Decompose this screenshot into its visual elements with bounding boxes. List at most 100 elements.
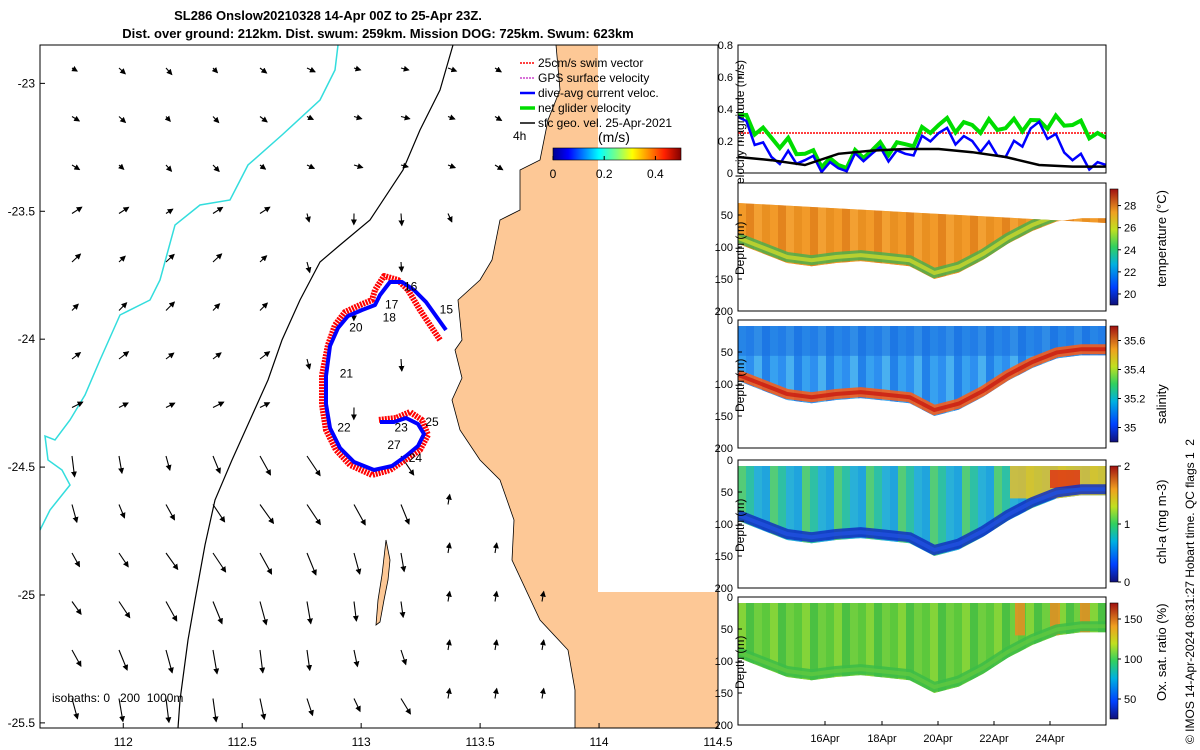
legend-swim: 25cm/s swim vector (538, 56, 643, 70)
geostrophic-arrow (306, 66, 316, 73)
section-column (794, 603, 802, 693)
geostrophic-arrow (71, 698, 80, 720)
section-column (922, 603, 930, 693)
section-y-tick-label: 200 (715, 306, 733, 318)
geostrophic-arrow (259, 402, 271, 408)
geostrophic-arrow (306, 552, 317, 576)
geostrophic-arrow (212, 601, 223, 625)
geostrophic-arrow (165, 301, 176, 311)
geostrophic-arrow (400, 552, 407, 573)
geostrophic-arrow (259, 504, 275, 525)
colorbar-tick-label: 0 (550, 167, 557, 181)
geostrophic-arrow (399, 601, 406, 619)
section-column (930, 203, 938, 279)
geostrophic-arrow (445, 493, 452, 505)
geostrophic-arrow (212, 649, 220, 675)
section-colorbar-tick-label: 1 (1124, 519, 1130, 531)
section-column (842, 326, 850, 416)
day-label: 16 (404, 280, 418, 294)
geostrophic-arrow (165, 455, 172, 472)
section-y-tick-label: 100 (715, 242, 733, 254)
geostrophic-arrow (492, 542, 499, 554)
geostrophic-arrow (71, 601, 82, 615)
temperature-section: 50 100 150 200 Depth (m) 28 26 24 22 20 temperatur… (715, 182, 1169, 318)
section-column (906, 466, 914, 556)
velocity-series-line (738, 147, 1106, 168)
section-column (882, 203, 890, 279)
geostrophic-arrow (71, 401, 84, 408)
isobath-caption: isobaths: 0 200 1000m (52, 691, 183, 705)
section-column (978, 466, 986, 556)
section-column (938, 466, 946, 556)
section-y-tick-label: 100 (715, 519, 733, 531)
section-column (810, 603, 818, 693)
geostrophic-arrow (212, 116, 220, 124)
geostrophic-arrow (212, 206, 224, 214)
geostrophic-arrow (353, 163, 364, 170)
section-column (970, 326, 978, 416)
day-label: 24 (409, 451, 423, 465)
geostrophic-arrow (494, 115, 503, 122)
geostrophic-arrow (165, 253, 175, 263)
geostrophic-arrow (118, 163, 125, 171)
geostrophic-arrow (492, 590, 499, 602)
island (375, 539, 391, 626)
section-colorbar-tick-label: 20 (1124, 289, 1136, 301)
section-y-tick-label: 50 (721, 624, 733, 636)
section-column (818, 326, 826, 416)
geostrophic-arrow (212, 504, 226, 523)
section-column (826, 203, 834, 279)
geostrophic-arrow (70, 455, 77, 478)
section-colorbar-tick-label: 35 (1124, 423, 1136, 435)
section-column (906, 326, 914, 416)
day-label: 18 (383, 310, 397, 324)
section-column (850, 603, 858, 693)
geostrophic-arrow (447, 163, 457, 169)
geostrophic-arrow (118, 455, 125, 475)
geostrophic-arrow (398, 358, 405, 372)
map-x-tick-label: 112 (114, 735, 133, 749)
geostrophic-arrow (71, 552, 80, 568)
geostrophic-arrow (539, 687, 546, 699)
geostrophic-arrow (71, 253, 82, 263)
geostrophic-arrow (445, 687, 452, 699)
geostrophic-arrow (447, 213, 453, 223)
geostrophic-arrow (259, 455, 271, 476)
velocity-y-tick-label: 0.6 (718, 72, 733, 84)
section-column (946, 326, 954, 416)
time-tick-label: 16Apr (810, 733, 840, 745)
geostrophic-arrow (353, 65, 362, 72)
section-column (962, 203, 970, 279)
section-column (874, 326, 882, 416)
section-colorbar-tick-label: 0 (1124, 577, 1130, 589)
map-x-tick-label: 114 (589, 735, 608, 749)
geostrophic-arrow (305, 358, 312, 370)
section-column (946, 466, 954, 556)
map-legend: 25cm/s swim vector GPS surface velocity … (520, 56, 672, 130)
section-column (794, 203, 802, 279)
geostrophic-arrow (492, 687, 499, 699)
section-column (994, 603, 1002, 693)
section-column (986, 203, 994, 279)
section-colorbar (1109, 465, 1119, 583)
section-column (986, 466, 994, 556)
map-x-tick-label: 113 (352, 735, 371, 749)
section-column (770, 203, 778, 279)
section-y-tick-label: 150 (715, 551, 733, 563)
section-column (786, 466, 794, 556)
section-colorbar-tick-label: 50 (1124, 694, 1136, 706)
title-line-1: SL286 Onslow20210328 14-Apr 00Z to 25-Ap… (174, 8, 482, 23)
section-column (954, 466, 962, 556)
section-column (770, 326, 778, 416)
geostrophic-arrow (165, 164, 173, 172)
section-ylabel: Depth (m) (733, 359, 747, 412)
geostrophic-arrow (71, 303, 79, 311)
geostrophic-arrow (118, 504, 126, 519)
section-colorbar-tick-label: 22 (1124, 267, 1136, 279)
day-label: 17 (385, 297, 399, 311)
geostrophic-arrow (259, 351, 271, 360)
section-column (794, 326, 802, 416)
colorbar-time-label: 4h (513, 129, 526, 143)
